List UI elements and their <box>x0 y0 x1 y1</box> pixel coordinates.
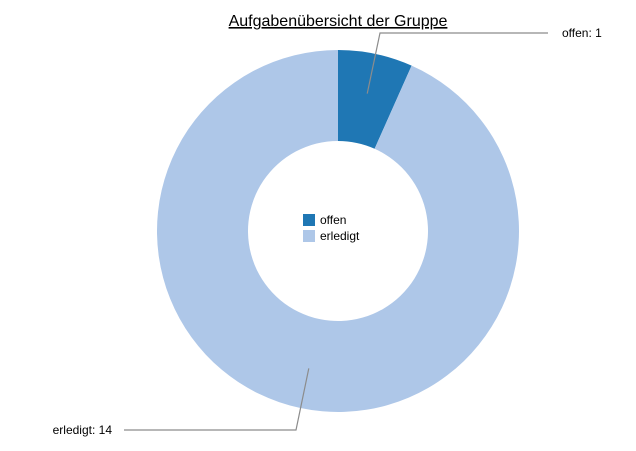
slice-labels-group: offen: 1 erledigt: 14 <box>53 26 603 437</box>
slices-group <box>156 50 519 412</box>
leader-line-offen <box>366 32 548 94</box>
slice-offen <box>338 50 412 149</box>
slice-erledigt <box>156 50 519 412</box>
leader-line-erledigt <box>124 368 310 431</box>
slice-label-erledigt: erledigt: 14 <box>53 423 113 437</box>
legend-label-offen: offen <box>320 213 346 227</box>
legend-label-erledigt: erledigt <box>320 229 360 243</box>
legend: offen erledigt <box>303 213 360 243</box>
legend-swatch-erledigt <box>303 230 315 242</box>
slice-label-offen: offen: 1 <box>562 26 602 40</box>
legend-swatch-offen <box>303 214 315 226</box>
chart-title: Aufgabenübersicht der Gruppe <box>229 13 448 30</box>
leader-lines-group <box>124 32 548 431</box>
